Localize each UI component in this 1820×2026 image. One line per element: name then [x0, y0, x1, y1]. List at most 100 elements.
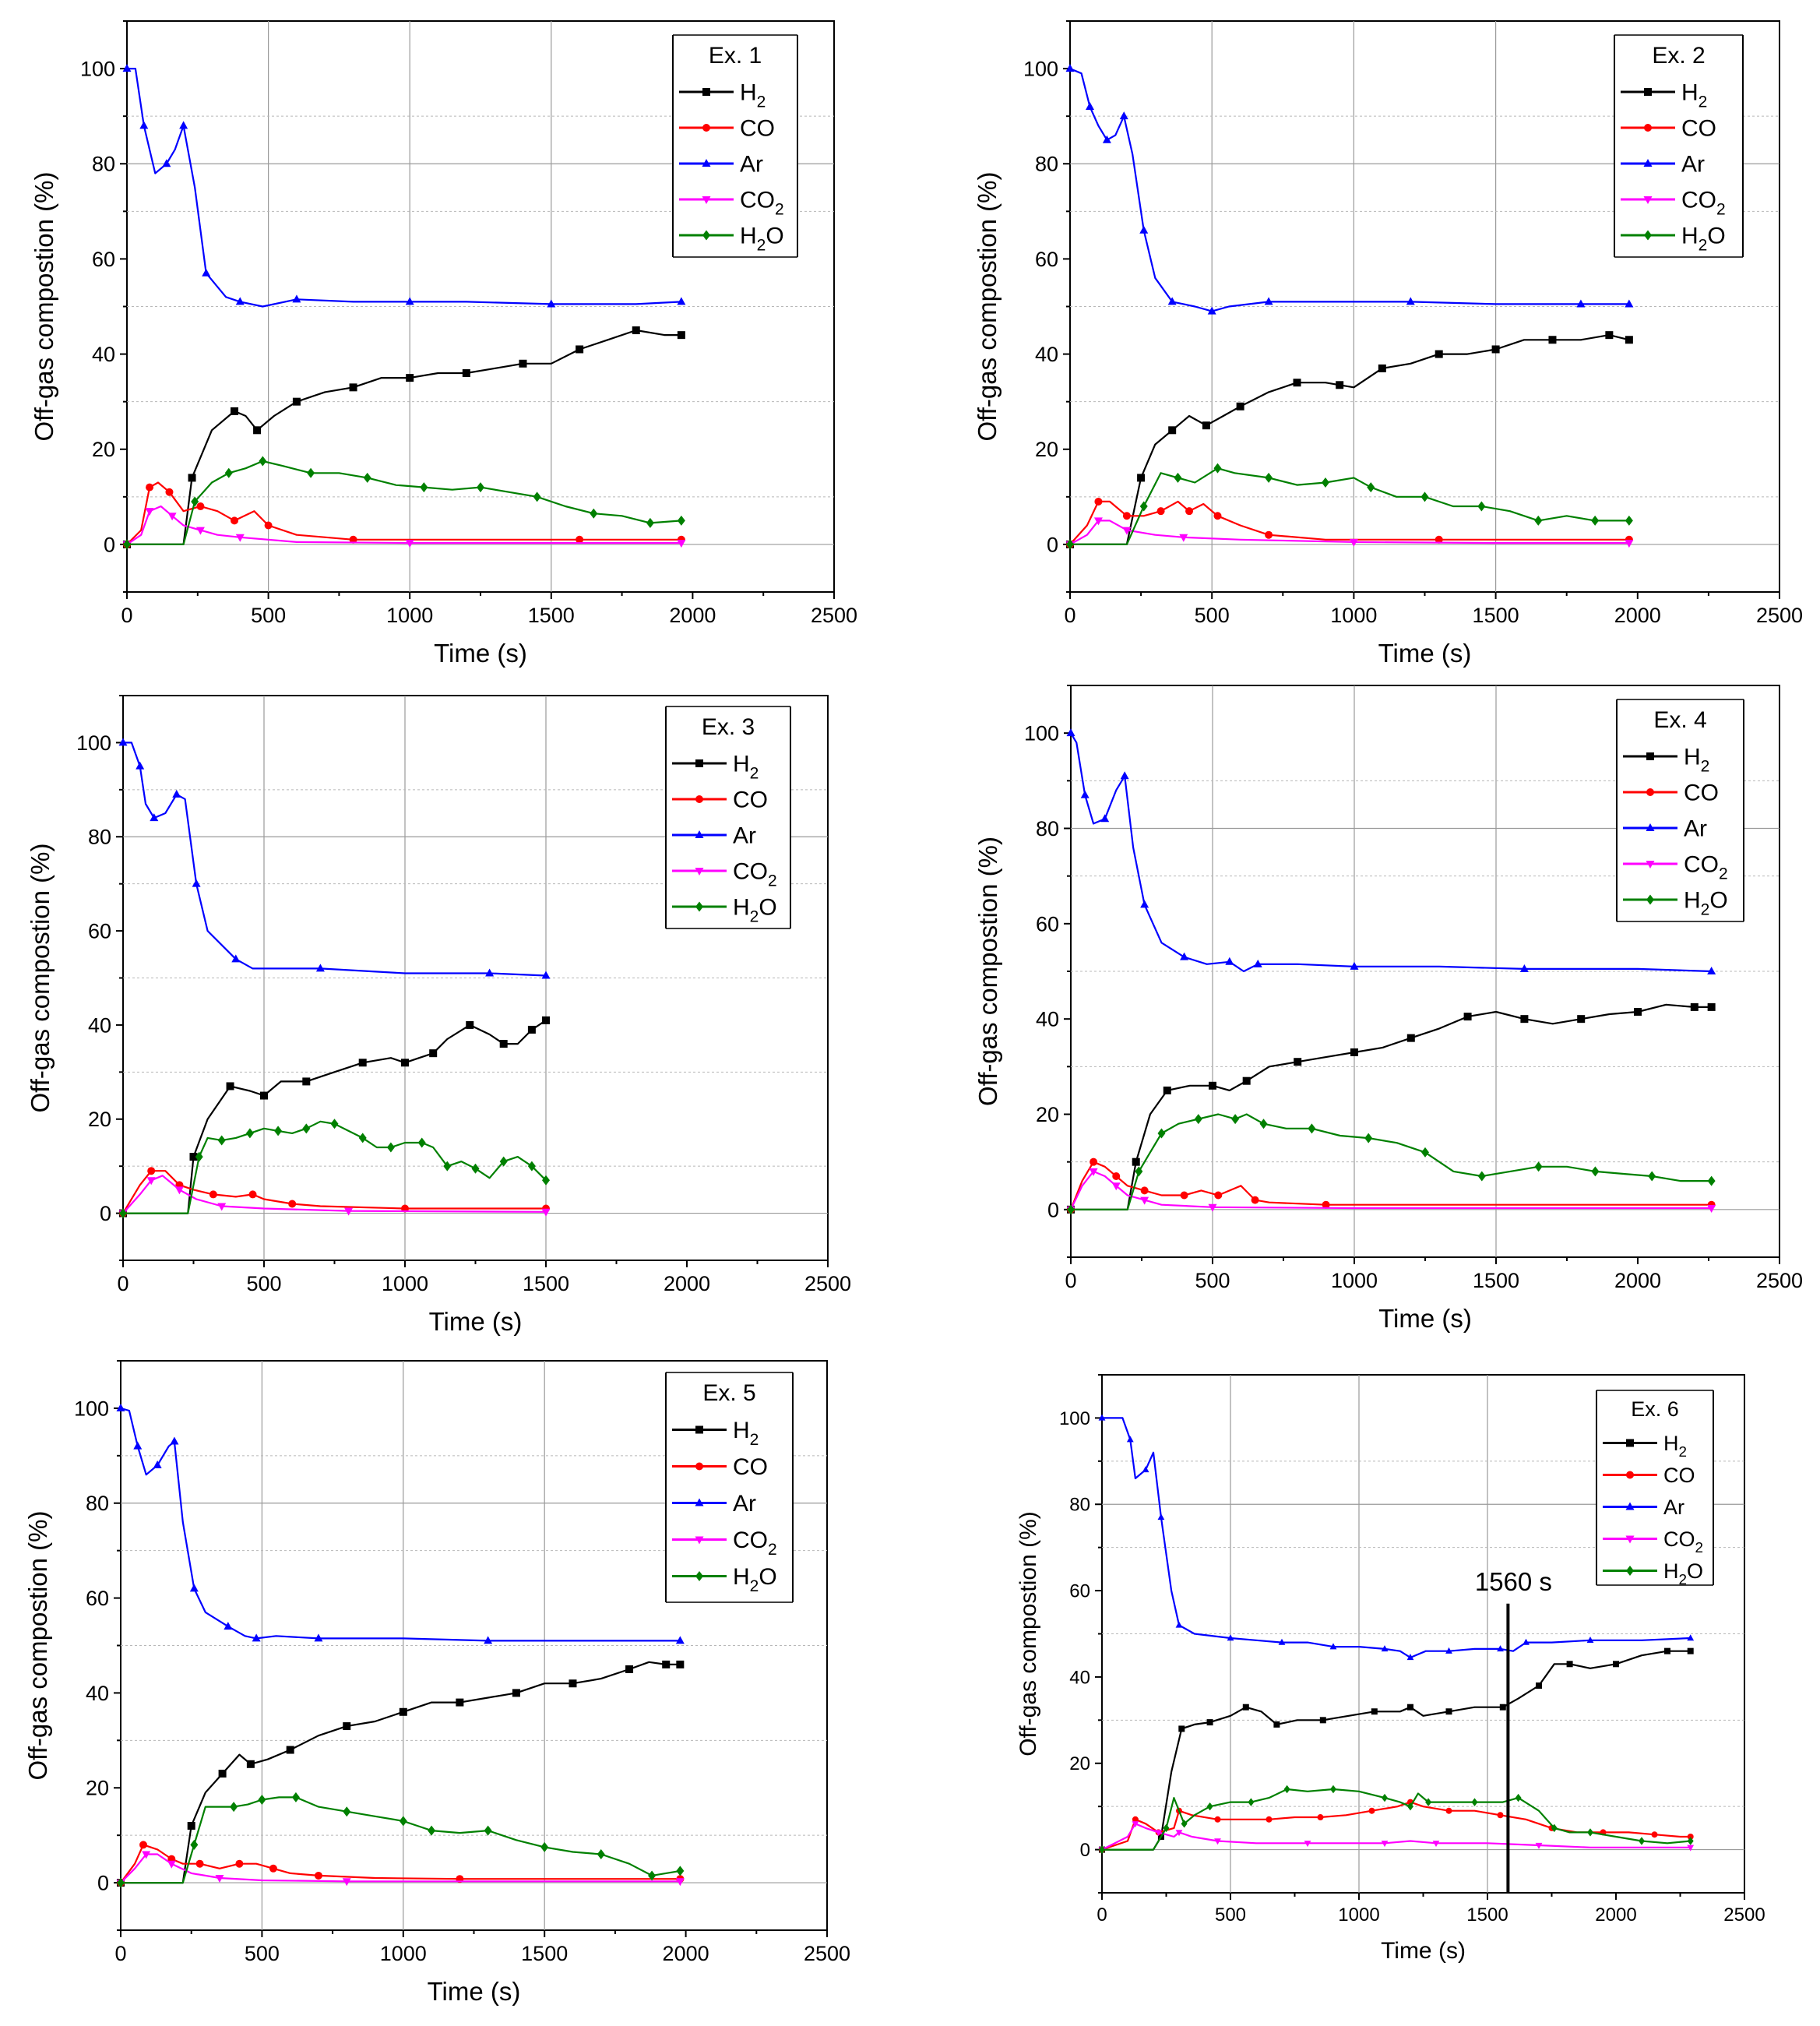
series-line: [1069, 68, 1629, 312]
data-point: [1371, 1708, 1378, 1715]
y-tick-label: 20: [92, 438, 115, 461]
data-point: [1707, 967, 1716, 974]
data-point: [1202, 421, 1210, 430]
legend-box: [666, 706, 790, 928]
y-tick-label: 40: [86, 1682, 109, 1705]
data-point: [1319, 1717, 1326, 1724]
data-point: [484, 1636, 493, 1644]
series-line: [123, 1120, 547, 1214]
chart-panel-3: 0 500 1000 1500 2000 2500 0 20 40 60 80 100 Time (s)…: [26, 695, 851, 1336]
x-tick-label: 1500: [528, 604, 575, 627]
data-point: [136, 761, 145, 770]
data-point: [343, 1722, 351, 1731]
legend-entry-suffix: O: [766, 224, 783, 249]
data-point: [116, 1403, 125, 1411]
data-point: [662, 1660, 671, 1668]
data-point: [1432, 1841, 1440, 1848]
y-tick-label: 0: [104, 533, 115, 556]
series-line: [120, 1844, 681, 1883]
data-point: [1625, 336, 1633, 344]
legend-swatch-marker: [695, 1498, 704, 1506]
data-point: [405, 297, 414, 305]
legend-swatch-marker: [1646, 823, 1655, 831]
x-tick-label: 0: [117, 1272, 128, 1295]
legend-title: Ex. 4: [1653, 707, 1706, 733]
data-point: [1102, 135, 1111, 143]
data-point: [123, 539, 131, 550]
legend-swatch-marker: [695, 1425, 703, 1434]
legend-entry-label: H2O: [1663, 1559, 1703, 1588]
legend-entry-suffix: O: [759, 895, 776, 921]
data-point: [264, 521, 273, 530]
y-tick-label: 0: [1080, 1840, 1090, 1861]
data-point: [1519, 964, 1529, 972]
chart-panel-1: 0 500 1000 1500 2000 2500 0 20 40 60 80 100 Time (s)…: [30, 20, 857, 668]
data-point: [399, 1707, 407, 1716]
legend-entry-label: H2: [1684, 745, 1709, 776]
series-h2o: [123, 456, 685, 550]
data-point: [1687, 1837, 1694, 1845]
legend-entry-name: CO: [733, 1527, 768, 1553]
data-point: [259, 456, 267, 467]
data-point: [1214, 1838, 1221, 1845]
data-point: [1140, 1186, 1149, 1195]
legend-entry-suffix: O: [1687, 1559, 1703, 1583]
data-point: [1613, 1661, 1619, 1668]
legend-swatch-marker: [1643, 159, 1653, 167]
legend-entry-name: H: [1684, 888, 1701, 914]
data-point: [386, 1142, 395, 1153]
data-point: [1242, 1704, 1249, 1711]
data-point: [1329, 1643, 1337, 1650]
x-tick-label: 2000: [663, 1942, 709, 1965]
data-point: [1139, 225, 1149, 234]
legend-swatch-marker: [1644, 88, 1652, 96]
data-point: [1368, 1807, 1375, 1814]
data-point: [231, 516, 239, 525]
y-tick-label: 80: [1036, 817, 1059, 840]
data-point: [117, 1877, 125, 1888]
data-point: [118, 738, 128, 746]
x-tick-label: 2500: [1756, 604, 1803, 627]
legend-entry-label: H2: [740, 80, 766, 111]
data-point: [344, 1207, 354, 1216]
data-point: [1477, 501, 1486, 512]
data-point: [420, 482, 428, 493]
legend-swatch-marker: [702, 88, 710, 96]
legend-entry-subscript: 2: [750, 765, 759, 783]
legend-box: [1617, 699, 1744, 921]
legend-entry-subscript: 2: [768, 872, 777, 890]
data-point: [162, 159, 171, 167]
data-point: [428, 1825, 436, 1836]
x-tick-label: 0: [1064, 604, 1075, 627]
data-point: [542, 1175, 550, 1186]
legend-entry-label: CO2: [740, 188, 784, 219]
data-point: [1445, 1807, 1452, 1814]
legend-entry-subscript: 2: [1716, 201, 1726, 219]
data-point: [1178, 1725, 1185, 1732]
series-co2: [1065, 517, 1634, 549]
series-line: [120, 1853, 681, 1883]
data-point: [1206, 1719, 1213, 1726]
x-axis-label: Time (s): [429, 1307, 523, 1336]
legend-entry-name: H: [1681, 80, 1699, 106]
legend-swatch-marker: [695, 901, 703, 912]
legend-box: [1596, 1390, 1713, 1585]
data-point: [1179, 534, 1188, 542]
data-point: [1566, 1661, 1573, 1668]
data-point: [260, 1091, 268, 1100]
data-point: [1236, 402, 1244, 410]
legend-entry-subscript: 2: [757, 237, 766, 255]
data-point: [1497, 1645, 1504, 1652]
data-point: [1119, 111, 1128, 120]
data-point: [625, 1665, 634, 1673]
legend-entry-label: CO2: [1684, 852, 1728, 883]
y-tick-label: 0: [97, 1872, 109, 1895]
legend-entry-subscript: 2: [775, 201, 784, 219]
x-tick-label: 0: [1097, 1904, 1107, 1926]
legend-entry-name: CO: [1681, 188, 1716, 213]
data-point: [1687, 1833, 1694, 1840]
x-tick-label: 2500: [1756, 1269, 1803, 1292]
data-point: [235, 297, 245, 305]
